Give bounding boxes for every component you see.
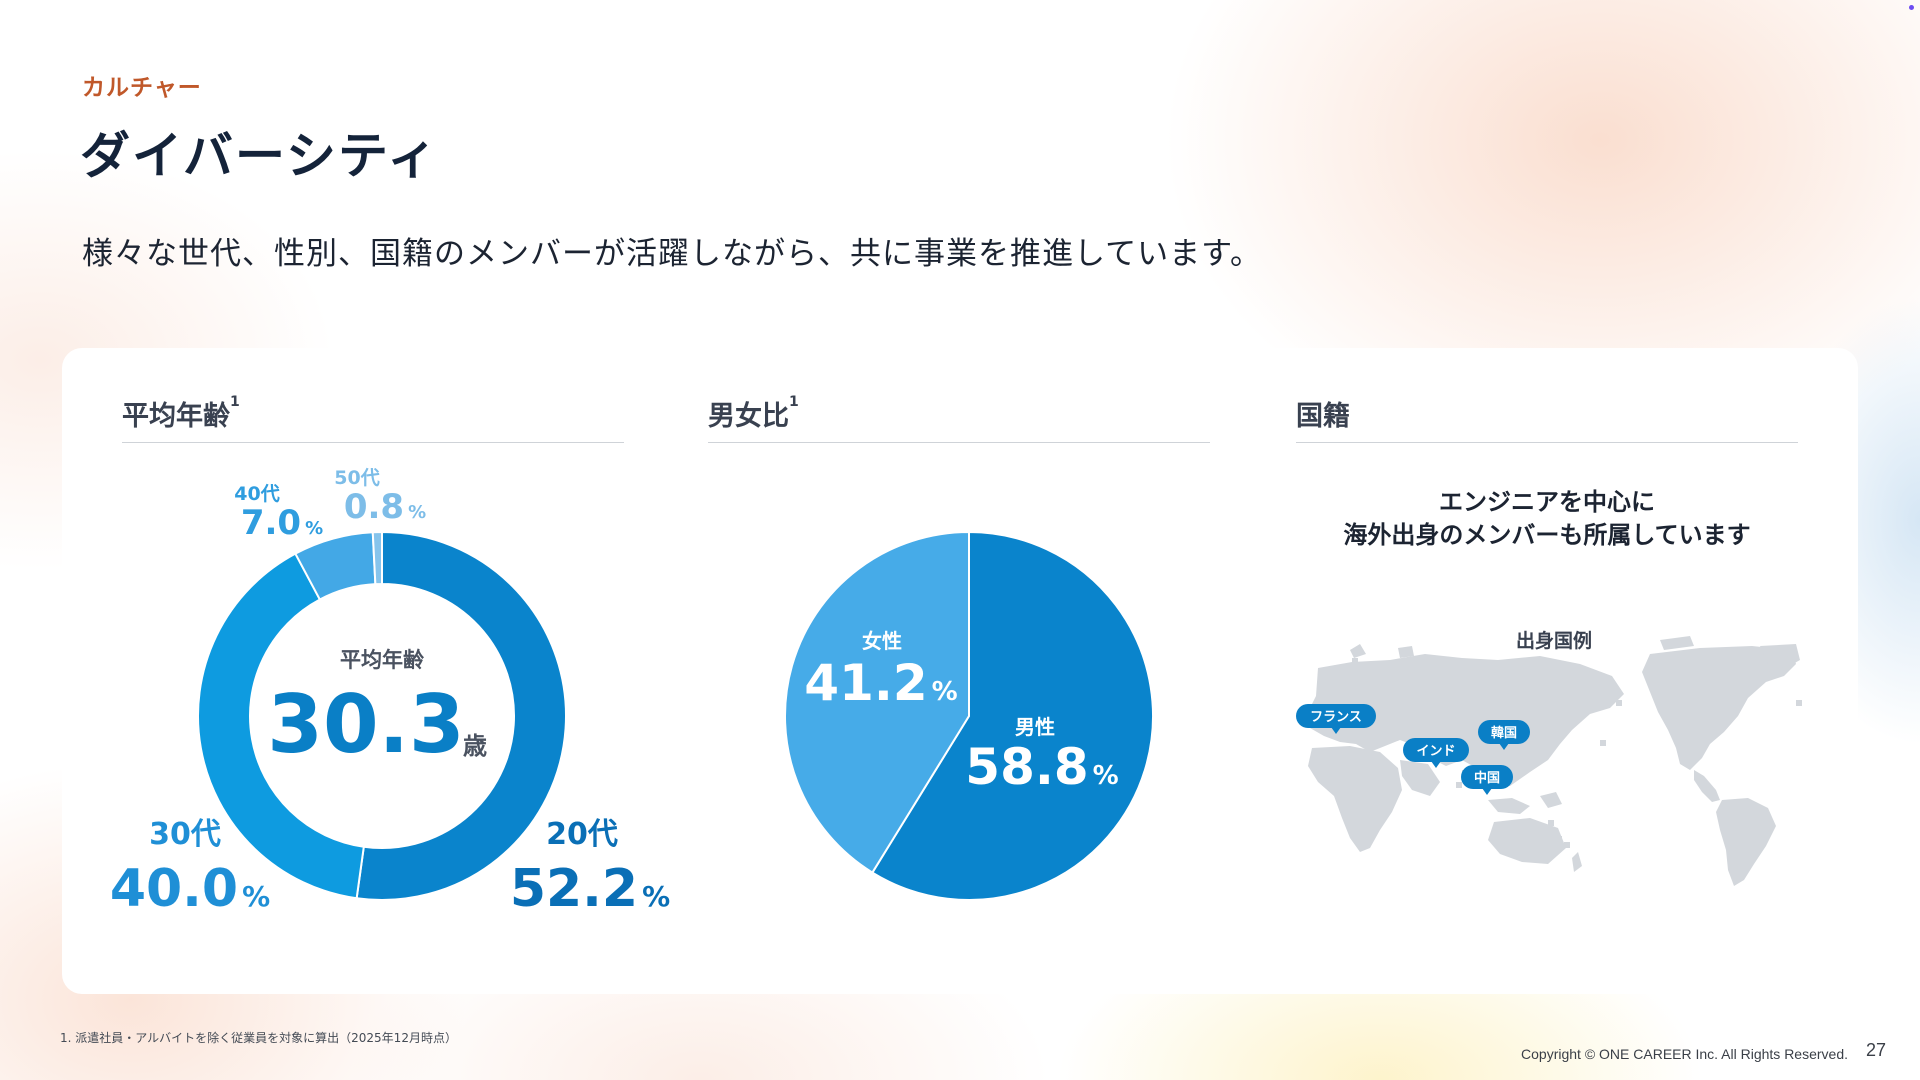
age-slice-50s: [371, 530, 383, 586]
age-20s-value: 52.2%: [510, 859, 670, 919]
page-number: 27: [1865, 1040, 1886, 1060]
footnote: 1. 派遣社員・アルバイトを除く従業員を対象に算出（2025年12月時点）: [60, 1031, 457, 1045]
gender-label-male: 男性: [1015, 715, 1055, 739]
gender-heading-note: 1: [789, 394, 799, 410]
map-marker-korea: 韓国: [1478, 720, 1530, 750]
age-50s-value: 0.8%: [344, 487, 426, 527]
age-label-50s: 50代: [334, 467, 379, 489]
map-marker-india: インド: [1403, 738, 1469, 768]
map-pixel: [1500, 672, 1506, 678]
map-pixel: [1352, 658, 1358, 664]
map-landmass: [1694, 770, 1720, 802]
map-landmass: [1540, 694, 1558, 734]
map-pixel: [1796, 700, 1802, 706]
map-landmass: [1540, 792, 1562, 808]
map-marker-france: フランス: [1296, 704, 1376, 734]
gender-male-value: 58.8%: [965, 738, 1118, 796]
panel-heading-gender: 男女比1: [708, 392, 1210, 443]
map-landmass: [1642, 646, 1796, 770]
copyright: Copyright © ONE CAREER Inc. All Rights R…: [1521, 1046, 1848, 1062]
gender-label-female: 女性: [862, 629, 902, 653]
gender-heading: 男女比: [708, 401, 789, 432]
age-heading: 平均年齢: [122, 401, 230, 432]
gender-slice-female: [784, 530, 970, 874]
age-heading-note: 1: [230, 394, 240, 410]
age-30s-value: 40.0%: [110, 859, 270, 919]
map-landmass: [1660, 636, 1694, 650]
lead-text: 様々な世代、性別、国籍のメンバーが活躍しながら、共に事業を推進しています。: [82, 236, 1262, 272]
map-marker-label: 韓国: [1491, 725, 1517, 741]
page-title: ダイバーシティ: [80, 127, 439, 185]
map-landmass: [1760, 644, 1800, 668]
panel-heading-nationality: 国籍: [1296, 392, 1798, 443]
age-label-30s: 30代: [149, 817, 221, 852]
panel-heading-age: 平均年齢1: [122, 392, 624, 443]
map-marker-label: インド: [1416, 744, 1455, 759]
map-pixel: [1548, 820, 1554, 826]
donut-center-label: 平均年齢: [340, 648, 425, 672]
map-pixel: [1346, 700, 1352, 706]
section-eyebrow: カルチャー: [82, 75, 202, 101]
map-pixel: [1380, 668, 1386, 674]
map-pixel: [1440, 664, 1446, 670]
map-pixel: [1338, 700, 1344, 706]
map-pixel: [1600, 740, 1606, 746]
map-pixel: [1556, 836, 1562, 842]
map-pixel: [1616, 700, 1622, 706]
map-marker-label: フランス: [1310, 710, 1362, 725]
map-landmass: [1398, 646, 1414, 658]
map-landmass: [1308, 654, 1624, 786]
age-label-40s: 40代: [234, 483, 279, 505]
map-landmass: [1400, 760, 1440, 796]
age-slice-20s: [355, 530, 567, 901]
map-landmass: [1488, 798, 1530, 814]
gender-female-value: 41.2%: [804, 654, 957, 712]
map-pixel: [1395, 672, 1401, 678]
corner-dot: [1909, 5, 1914, 10]
age-label-20s: 20代: [546, 817, 618, 852]
map-landmass: [1350, 644, 1366, 658]
map-landmass: [1572, 852, 1582, 872]
gender-slice-male: [870, 530, 1154, 901]
map-landmass: [1488, 818, 1566, 864]
map-landmass: [1308, 746, 1402, 852]
donut-center-value: 30.3: [267, 678, 464, 771]
map-title: 出身国例: [1515, 630, 1592, 652]
donut-center-unit: 歳: [463, 732, 487, 760]
map-landmass: [1716, 798, 1776, 886]
map-marker-china: 中国: [1461, 765, 1513, 795]
age-40s-value: 7.0%: [241, 503, 323, 543]
nationality-heading: 国籍: [1296, 401, 1350, 432]
nationality-message-line2: 海外出身のメンバーも所属しています: [1343, 521, 1751, 549]
nationality-message-line1: エンジニアを中心に: [1439, 488, 1655, 516]
map-marker-label: 中国: [1474, 770, 1500, 786]
map-pixel: [1456, 782, 1462, 788]
nationality-message: エンジニアを中心に 海外出身のメンバーも所属しています: [1296, 486, 1798, 552]
age-slice-30s: [197, 552, 365, 900]
map-pixel: [1564, 842, 1570, 848]
